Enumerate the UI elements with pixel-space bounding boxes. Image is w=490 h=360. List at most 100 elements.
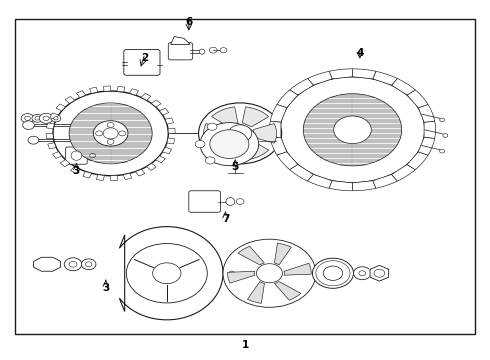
Polygon shape [308, 71, 332, 85]
Circle shape [103, 128, 118, 139]
Polygon shape [373, 71, 397, 85]
Polygon shape [424, 121, 436, 139]
Circle shape [35, 117, 40, 120]
Circle shape [54, 117, 58, 120]
Circle shape [195, 140, 205, 148]
Polygon shape [167, 138, 175, 144]
Polygon shape [212, 140, 238, 160]
Polygon shape [60, 160, 70, 167]
Polygon shape [373, 175, 397, 188]
Text: 2: 2 [141, 53, 148, 63]
Circle shape [23, 121, 34, 130]
Polygon shape [165, 118, 173, 124]
Polygon shape [212, 107, 238, 127]
Circle shape [440, 118, 444, 122]
Polygon shape [407, 152, 428, 170]
Circle shape [205, 157, 215, 164]
Circle shape [43, 116, 49, 121]
Circle shape [107, 122, 114, 127]
Polygon shape [242, 107, 269, 127]
Circle shape [24, 116, 30, 120]
Polygon shape [163, 147, 172, 154]
Circle shape [200, 123, 259, 166]
Polygon shape [329, 181, 352, 191]
Polygon shape [284, 263, 311, 275]
Text: 3: 3 [102, 283, 109, 293]
Ellipse shape [199, 49, 205, 54]
Polygon shape [71, 166, 80, 174]
Polygon shape [254, 123, 277, 143]
Polygon shape [247, 282, 265, 303]
Circle shape [21, 114, 34, 123]
Circle shape [359, 271, 366, 276]
Polygon shape [290, 165, 314, 181]
Polygon shape [120, 227, 223, 320]
Polygon shape [76, 91, 86, 98]
Circle shape [198, 103, 282, 164]
Polygon shape [274, 243, 292, 265]
Circle shape [228, 125, 252, 142]
Circle shape [64, 258, 82, 271]
FancyBboxPatch shape [66, 147, 87, 164]
Circle shape [86, 150, 99, 161]
Circle shape [69, 103, 152, 164]
Ellipse shape [71, 151, 82, 160]
FancyBboxPatch shape [124, 49, 160, 75]
Circle shape [210, 130, 249, 158]
Circle shape [223, 239, 316, 307]
Circle shape [28, 136, 39, 144]
Polygon shape [277, 90, 298, 108]
Polygon shape [46, 133, 53, 139]
Polygon shape [270, 121, 281, 139]
Polygon shape [136, 169, 145, 176]
FancyBboxPatch shape [168, 42, 193, 60]
Bar [15, 19, 475, 334]
Circle shape [32, 114, 43, 122]
Ellipse shape [226, 198, 235, 206]
Polygon shape [329, 69, 352, 79]
Circle shape [353, 267, 371, 280]
Circle shape [334, 116, 371, 144]
Circle shape [207, 123, 217, 130]
Polygon shape [147, 163, 156, 170]
Circle shape [39, 113, 53, 123]
Polygon shape [352, 69, 376, 79]
Polygon shape [407, 90, 428, 108]
Circle shape [323, 266, 343, 280]
Polygon shape [129, 89, 139, 95]
Circle shape [96, 131, 102, 136]
Circle shape [51, 115, 61, 122]
Polygon shape [274, 282, 301, 300]
Text: 6: 6 [185, 17, 193, 27]
Polygon shape [204, 123, 226, 143]
Circle shape [126, 244, 207, 303]
Polygon shape [97, 175, 104, 180]
Polygon shape [228, 271, 255, 283]
Polygon shape [110, 175, 118, 181]
Circle shape [280, 77, 425, 183]
Circle shape [53, 91, 168, 176]
Circle shape [236, 199, 244, 204]
Circle shape [153, 263, 181, 284]
Polygon shape [392, 78, 415, 95]
Polygon shape [270, 104, 287, 122]
Polygon shape [90, 87, 98, 93]
Polygon shape [56, 104, 66, 111]
Polygon shape [34, 257, 61, 271]
Circle shape [229, 271, 235, 275]
Circle shape [374, 269, 385, 277]
Text: 5: 5 [232, 162, 239, 172]
Polygon shape [141, 93, 151, 100]
Polygon shape [52, 152, 62, 158]
Circle shape [313, 258, 353, 288]
Circle shape [256, 264, 282, 283]
Polygon shape [117, 86, 125, 92]
Circle shape [440, 149, 444, 153]
Polygon shape [159, 108, 169, 115]
Circle shape [69, 261, 77, 267]
Polygon shape [156, 156, 165, 163]
Text: 4: 4 [356, 48, 364, 58]
Polygon shape [392, 165, 415, 181]
Circle shape [90, 153, 96, 158]
Text: 7: 7 [222, 215, 229, 224]
